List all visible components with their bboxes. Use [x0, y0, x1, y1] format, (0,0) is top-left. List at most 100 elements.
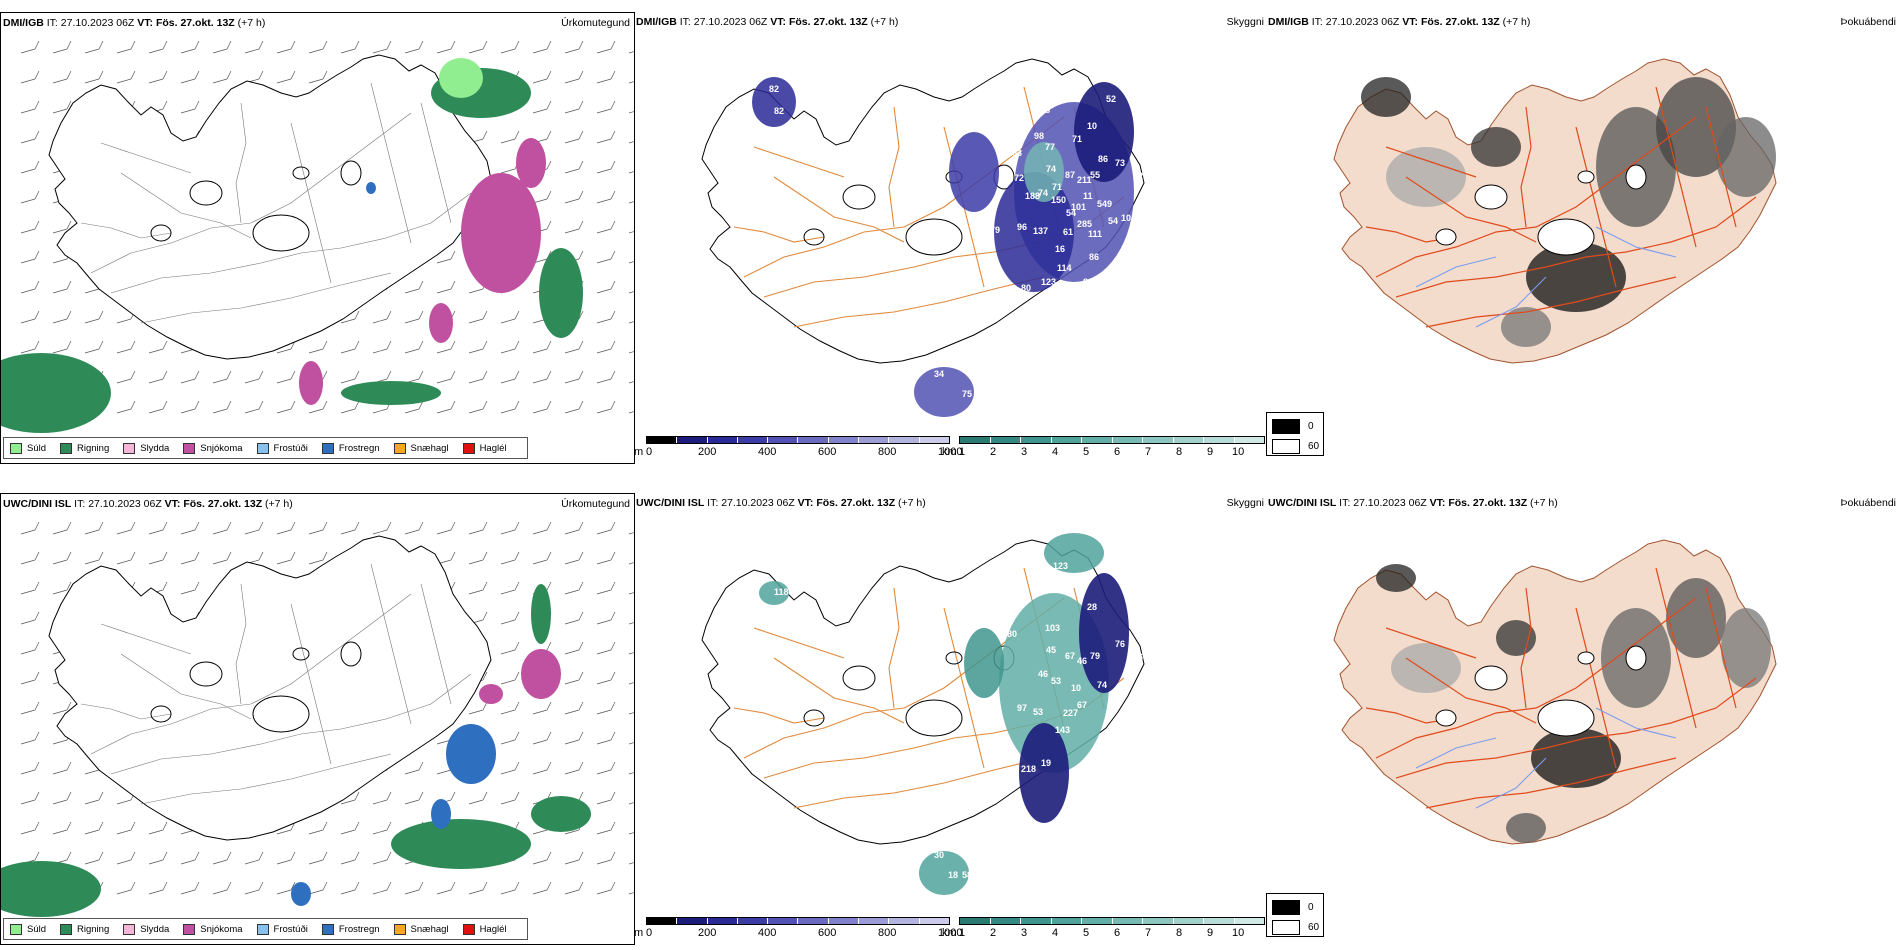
it-value: 27.10.2023 06Z	[721, 497, 795, 509]
fog-legend-item: 0	[1272, 419, 1314, 434]
precip-legend-item: Rigning	[60, 442, 110, 454]
colorbar-unit-m: m	[634, 446, 644, 458]
vt-label: VT:	[137, 17, 154, 29]
visibility-map: 8282872857455167754961081103728014210115…	[701, 58, 1145, 417]
visibility-value-label: 123	[1053, 561, 1068, 571]
it-value: 27.10.2023 06Z	[1353, 497, 1427, 509]
precip-legend-item: Snæhagl	[393, 442, 449, 454]
legend-swatch	[1272, 900, 1300, 915]
precip-type-panel-top: DMI/IGB IT: 27.10.2023 06Z VT: Fös. 27.o…	[0, 12, 635, 464]
colorbar-unit-km: km	[942, 927, 957, 939]
legend-swatch	[1272, 920, 1300, 935]
colorbar-tick: 2	[990, 927, 997, 939]
legend-swatch	[183, 923, 196, 935]
colorbar-tick: 1000	[938, 927, 963, 939]
visibility-value-label: 98	[1040, 105, 1050, 115]
colorbar-meters	[646, 436, 950, 444]
colorbar-tick: 1	[959, 927, 966, 939]
legend-swatch	[123, 923, 136, 935]
visibility-value-label: 96	[1017, 222, 1027, 232]
visibility-value-label: 18	[948, 870, 958, 880]
precip-legend-item: Slydda	[123, 442, 169, 454]
legend-swatch	[462, 442, 475, 454]
visibility-value-label: 81	[1083, 277, 1093, 287]
lead-time: (+7 h)	[237, 17, 266, 29]
fog-legend-item: 60	[1272, 439, 1319, 454]
legend-label: 60	[1308, 922, 1320, 933]
visibility-value-label: 103	[1045, 623, 1060, 633]
visibility-value-label: 98	[1034, 131, 1044, 141]
visibility-value-label: 10	[1071, 683, 1081, 693]
fog-legend-item: 60	[1272, 920, 1319, 935]
colorbar-tick: 8	[1176, 927, 1183, 939]
visibility-value-label: 10	[1121, 213, 1131, 223]
visibility-value-label: 46	[1077, 656, 1087, 666]
visibility-value-label: 74	[1046, 164, 1056, 174]
colorbar-meters	[646, 917, 950, 925]
visibility-value-label: 114	[1057, 263, 1072, 273]
colorbar-unit-km: km	[942, 446, 957, 458]
visibility-value-label: 16	[1055, 244, 1065, 254]
visibility-value-label: 80	[1007, 629, 1017, 639]
visibility-value-label: 74	[1097, 680, 1107, 690]
model-source: DMI/IGB	[636, 16, 677, 28]
panel-title: Úrkomutegund	[561, 498, 630, 510]
legend-label: Rigning	[77, 442, 110, 454]
visibility-value-label: 45	[1046, 645, 1056, 655]
it-label: IT:	[707, 497, 719, 509]
visibility-value-label: 86	[1098, 154, 1108, 164]
vt-label: VT:	[1402, 16, 1419, 28]
visibility-value-label: 61	[1063, 227, 1073, 237]
panel-header: UWC/DINI ISL IT: 27.10.2023 06Z VT: Fös.…	[1268, 497, 1896, 511]
colorbar-tick: 0	[646, 927, 653, 939]
visibility-value-label: 67	[1065, 651, 1075, 661]
visibility-value-label: 72	[1133, 171, 1143, 181]
fog-map	[1333, 539, 1777, 845]
precip-legend-item: Snjókoma	[183, 442, 243, 454]
fog-indicator-panel-top: DMI/IGB IT: 27.10.2023 06Z VT: Fös. 27.o…	[1266, 12, 1900, 464]
it-label: IT:	[74, 498, 86, 510]
visibility-panel-bottom: UWC/DINI ISL IT: 27.10.2023 06Z VT: Fös.…	[634, 493, 1268, 945]
visibility-value-label: 103	[1007, 148, 1022, 158]
colorbar-tick: 7	[1145, 446, 1152, 458]
vt-value: Fös. 27.okt. 13Z	[155, 17, 235, 29]
colorbar-tick: 4	[1052, 927, 1059, 939]
it-label: IT:	[1339, 497, 1351, 509]
vt-value: Fös. 27.okt. 13Z	[183, 498, 263, 510]
visibility-value-label: 227	[1063, 708, 1078, 718]
legend-label: Rigning	[77, 923, 110, 935]
it-label: IT:	[1311, 16, 1323, 28]
it-value: 27.10.2023 06Z	[693, 16, 768, 28]
visibility-value-label: 53	[1033, 707, 1043, 717]
visibility-value-label: 73	[1115, 158, 1125, 168]
visibility-value-label: 111	[1088, 229, 1102, 239]
vt-label: VT:	[1429, 497, 1446, 509]
visibility-value-label: 54	[1108, 216, 1118, 226]
legend-label: Snæhagl	[410, 923, 449, 935]
it-label: IT:	[679, 16, 691, 28]
visibility-value-label: 10	[1087, 121, 1097, 131]
visibility-value-label: 82	[774, 106, 784, 116]
precip-legend-item: Haglél	[462, 442, 507, 454]
colorbar-tick: 1000	[938, 446, 963, 458]
it-label: IT:	[46, 17, 58, 29]
legend-label: Haglél	[479, 923, 507, 935]
legend-swatch	[1272, 419, 1300, 434]
colorbar-tick: 600	[818, 927, 837, 939]
legend-swatch	[462, 923, 475, 935]
visibility-value-label: 285	[1077, 219, 1092, 229]
legend-label: 60	[1308, 441, 1320, 452]
legend-label: 0	[1308, 902, 1314, 913]
visibility-value-label: 120	[1108, 697, 1123, 707]
visibility-value-label: 97	[1017, 703, 1027, 713]
it-value: 27.10.2023 06Z	[60, 17, 135, 29]
colorbar-tick: 5	[1083, 927, 1090, 939]
legend-label: Slydda	[140, 923, 170, 935]
colorbar-tick: 400	[758, 927, 777, 939]
colorbar-tick: 9	[1207, 446, 1214, 458]
fog-legend-item: 0	[1272, 900, 1314, 915]
visibility-value-label: 150	[1051, 195, 1066, 205]
legend-swatch	[60, 923, 73, 935]
it-value: 27.10.2023 06Z	[1325, 16, 1400, 28]
visibility-value-label: 218	[1021, 764, 1036, 774]
